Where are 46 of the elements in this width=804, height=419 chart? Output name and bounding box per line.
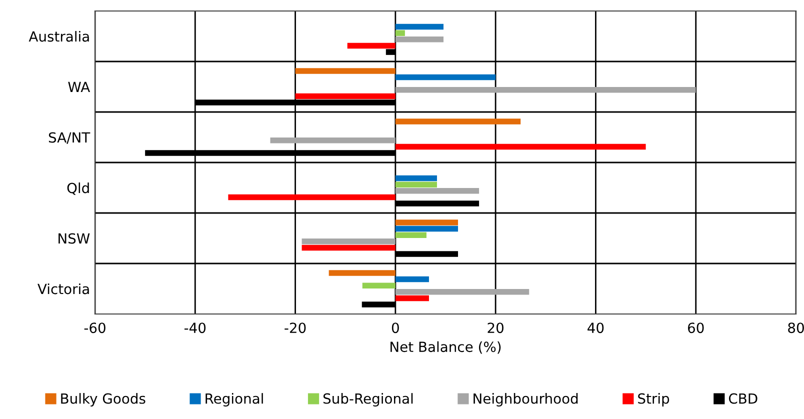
x-tick-label: -60 bbox=[84, 322, 106, 334]
bar bbox=[328, 270, 396, 276]
legend-label: Strip bbox=[638, 393, 670, 406]
x-tick-label: 80 bbox=[788, 322, 804, 334]
bar bbox=[228, 194, 396, 200]
bar bbox=[395, 276, 429, 282]
bar bbox=[362, 282, 396, 288]
bar bbox=[395, 30, 405, 36]
bar bbox=[295, 93, 396, 100]
legend-label: Sub-Regional bbox=[323, 393, 413, 406]
y-tick-label: WA bbox=[68, 82, 90, 92]
x-tick-label: 60 bbox=[688, 322, 704, 334]
y-tick-label: Qld bbox=[67, 182, 89, 195]
x-tick-label: 0 bbox=[392, 322, 399, 334]
bar bbox=[395, 144, 646, 150]
bar bbox=[347, 42, 396, 49]
bar bbox=[395, 226, 458, 232]
x-tick-label: -40 bbox=[184, 322, 206, 334]
bar bbox=[395, 295, 429, 302]
bar bbox=[395, 24, 444, 30]
bar bbox=[395, 289, 530, 295]
bar bbox=[395, 74, 496, 80]
bar bbox=[395, 188, 480, 194]
legend-label: CBD bbox=[728, 393, 758, 404]
bar bbox=[270, 138, 396, 144]
x-tick-label: 20 bbox=[488, 322, 504, 334]
bar bbox=[395, 36, 444, 42]
bar bbox=[302, 238, 396, 244]
y-tick-label: Victoria bbox=[38, 283, 89, 294]
bar bbox=[395, 220, 458, 226]
y-tick-label: SA/NT bbox=[48, 132, 90, 144]
bar bbox=[395, 87, 696, 93]
bar bbox=[395, 118, 521, 124]
x-tick-label: 40 bbox=[588, 322, 604, 334]
bar bbox=[395, 182, 437, 188]
bar bbox=[295, 68, 396, 74]
legend-label: Regional bbox=[206, 393, 263, 406]
legend-label: Neighbourhood bbox=[474, 393, 578, 406]
bar bbox=[395, 175, 437, 182]
y-tick-label: NSW bbox=[58, 233, 90, 244]
x-axis-title: Net Balance (%) bbox=[390, 341, 501, 354]
x-tick-label: -20 bbox=[284, 322, 306, 334]
legend-label: Bulky Goods bbox=[61, 393, 146, 406]
bar bbox=[302, 244, 396, 251]
bar bbox=[395, 232, 426, 238]
y-tick-label: Australia bbox=[28, 30, 89, 42]
